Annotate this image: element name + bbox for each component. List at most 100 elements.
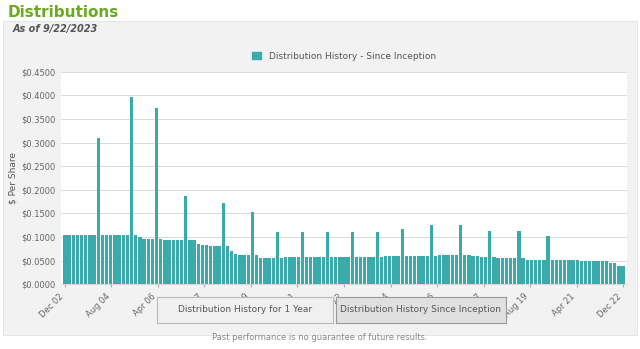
- Bar: [180, 240, 183, 284]
- Bar: [271, 258, 275, 284]
- Bar: [476, 256, 479, 284]
- Bar: [525, 260, 529, 284]
- Bar: [213, 246, 216, 284]
- Bar: [309, 257, 312, 284]
- Bar: [138, 237, 141, 284]
- Bar: [376, 232, 379, 284]
- Bar: [63, 235, 67, 284]
- Bar: [259, 258, 262, 284]
- Bar: [109, 235, 113, 284]
- Bar: [67, 235, 71, 284]
- Bar: [221, 202, 225, 284]
- Bar: [113, 235, 116, 284]
- Bar: [538, 260, 541, 284]
- Bar: [155, 109, 158, 284]
- Bar: [434, 256, 437, 284]
- Bar: [88, 235, 92, 284]
- Bar: [243, 255, 246, 284]
- Bar: [346, 257, 350, 284]
- Bar: [505, 258, 508, 284]
- Bar: [467, 255, 470, 284]
- Bar: [430, 225, 433, 284]
- Bar: [330, 257, 333, 284]
- Bar: [76, 235, 79, 284]
- Bar: [513, 258, 516, 284]
- Bar: [72, 235, 75, 284]
- Bar: [463, 255, 467, 284]
- Bar: [226, 246, 229, 284]
- Bar: [384, 256, 387, 284]
- Bar: [105, 235, 108, 284]
- Bar: [246, 255, 250, 284]
- Bar: [559, 260, 562, 284]
- Bar: [405, 256, 408, 284]
- Bar: [563, 260, 566, 284]
- Bar: [205, 245, 208, 284]
- Bar: [422, 256, 425, 284]
- Bar: [305, 257, 308, 284]
- Bar: [413, 256, 417, 284]
- Legend: Distribution History - Since Inception: Distribution History - Since Inception: [249, 49, 439, 65]
- Bar: [596, 261, 600, 284]
- Bar: [218, 246, 221, 284]
- Bar: [288, 257, 292, 284]
- Bar: [409, 256, 412, 284]
- Bar: [392, 256, 396, 284]
- Bar: [230, 251, 233, 284]
- Bar: [580, 261, 583, 284]
- Bar: [159, 239, 163, 284]
- Bar: [550, 260, 554, 284]
- Text: Distribution History for 1 Year: Distribution History for 1 Year: [178, 305, 312, 314]
- Bar: [97, 138, 100, 284]
- Bar: [255, 255, 258, 284]
- Bar: [292, 257, 296, 284]
- Bar: [500, 258, 504, 284]
- Bar: [459, 225, 462, 284]
- Bar: [617, 266, 621, 284]
- Bar: [605, 261, 608, 284]
- Bar: [451, 255, 454, 284]
- Bar: [301, 232, 304, 284]
- Bar: [280, 258, 283, 284]
- Bar: [447, 255, 450, 284]
- Bar: [80, 235, 83, 284]
- Bar: [534, 260, 537, 284]
- Bar: [575, 260, 579, 284]
- Bar: [455, 255, 458, 284]
- Bar: [509, 258, 512, 284]
- Bar: [480, 258, 483, 284]
- Bar: [284, 257, 287, 284]
- Bar: [268, 258, 271, 284]
- Bar: [380, 257, 383, 284]
- Bar: [342, 257, 346, 284]
- Bar: [584, 261, 588, 284]
- Bar: [143, 239, 146, 284]
- Bar: [196, 244, 200, 284]
- Bar: [371, 257, 375, 284]
- Text: Past performance is no guarantee of future results.: Past performance is no guarantee of futu…: [212, 333, 428, 342]
- Bar: [118, 235, 121, 284]
- Bar: [84, 235, 88, 284]
- Bar: [334, 257, 337, 284]
- Bar: [92, 235, 96, 284]
- Bar: [609, 263, 612, 284]
- Bar: [193, 240, 196, 284]
- Bar: [122, 235, 125, 284]
- Bar: [276, 232, 279, 284]
- Bar: [592, 261, 596, 284]
- Text: Distributions: Distributions: [8, 5, 119, 20]
- Bar: [426, 256, 429, 284]
- Bar: [388, 256, 392, 284]
- Bar: [263, 258, 266, 284]
- Bar: [209, 246, 212, 284]
- Bar: [488, 231, 492, 284]
- Bar: [396, 256, 400, 284]
- Bar: [100, 235, 104, 284]
- Y-axis label: $ Per Share: $ Per Share: [8, 152, 17, 204]
- Bar: [517, 231, 520, 284]
- Bar: [522, 258, 525, 284]
- Bar: [163, 240, 166, 284]
- Bar: [472, 256, 475, 284]
- Bar: [567, 260, 571, 284]
- Bar: [296, 257, 300, 284]
